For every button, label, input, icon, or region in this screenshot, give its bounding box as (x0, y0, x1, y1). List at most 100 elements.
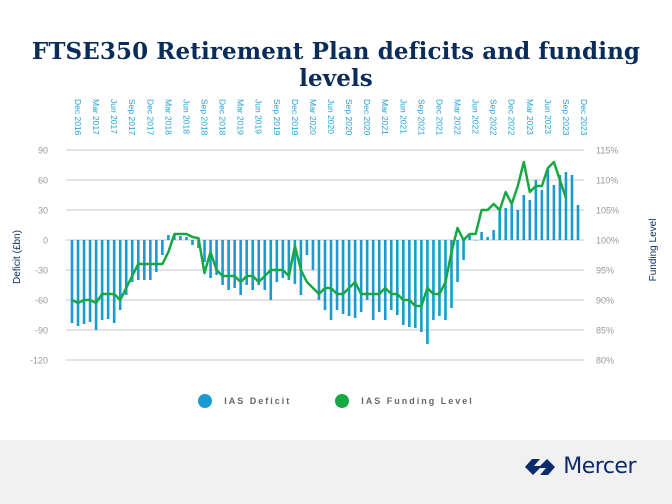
deficit-bar (100, 240, 104, 320)
deficit-bar (94, 240, 98, 330)
x-tick-label: Mar 2020 (308, 99, 318, 135)
x-tick-label: Mar 2021 (380, 99, 390, 135)
x-tick-label: Mar 2022 (453, 99, 463, 135)
deficit-bar (383, 240, 387, 320)
y-tick-label: -60 (35, 296, 48, 306)
deficit-bar (528, 200, 532, 240)
deficit-bar (395, 240, 399, 315)
y-tick-label: -90 (35, 326, 48, 336)
footer: Mercer (0, 440, 672, 504)
deficit-bar (191, 240, 194, 245)
x-tick-label: Dec 2018 (218, 99, 228, 136)
x-tick-label: Jun 2022 (471, 99, 481, 134)
right-axis-ticks: 115% 110% 105% 100% 95% 90% 85% 80% (596, 146, 619, 366)
y2-tick-label: 110% (596, 176, 618, 186)
deficit-bar (426, 240, 429, 344)
x-tick-label: Jun 2017 (109, 99, 119, 134)
x-tick-label: Mar 2023 (525, 99, 535, 135)
legend-swatch-funding (335, 394, 350, 408)
deficit-bar (263, 240, 267, 290)
deficit-bar (570, 175, 574, 240)
deficit-bar (341, 240, 345, 314)
x-tick-label: Sep 2022 (489, 99, 499, 136)
x-tick-label: Sep 2023 (561, 99, 571, 136)
funding-level-line (71, 160, 568, 308)
y-tick-label: -120 (30, 356, 48, 366)
chart-title: FTSE350 Retirement Plan deficits and fun… (31, 38, 641, 92)
deficit-bar (179, 236, 182, 240)
deficit-bar (456, 240, 459, 282)
deficit-bar (142, 240, 146, 280)
deficit-bar (215, 240, 218, 275)
deficit-bar (389, 240, 393, 310)
x-tick-label: Dec 2016 (73, 99, 83, 136)
deficit-bar (450, 240, 453, 308)
legend-item-funding: IAS Funding Level (335, 394, 474, 408)
x-tick-label: Jun 2019 (254, 99, 264, 134)
legend-item-deficit: IAS Deficit (198, 394, 291, 408)
deficit-bar (432, 240, 435, 320)
deficit-bar (287, 240, 291, 280)
mercer-brand-name: Mercer (563, 454, 636, 479)
grid (66, 149, 584, 361)
left-axis-ticks: 90 60 30 0 -30 -60 -90 -120 (30, 146, 48, 366)
deficit-bar (564, 172, 568, 240)
x-tick-label: Dec 2023 (579, 99, 589, 136)
deficit-bar (510, 205, 514, 240)
deficit-bar (329, 240, 333, 320)
x-tick-label: Dec 2021 (434, 99, 444, 136)
y2-tick-label: 90% (596, 296, 614, 306)
deficit-bar (167, 235, 170, 240)
x-tick-label: Jun 2018 (181, 99, 191, 134)
deficit-bar (251, 240, 255, 290)
deficit-bar (311, 240, 315, 270)
y2-tick-label: 85% (596, 326, 614, 336)
deficit-bar (149, 240, 152, 280)
y-axis-label: Deficit (£bn) (12, 230, 23, 284)
x-tick-label: Dec 2017 (145, 99, 155, 136)
deficit-bar (522, 195, 526, 240)
deficit-bar (118, 240, 122, 310)
y-tick-label: 90 (38, 146, 48, 156)
x-tick-label: Dec 2022 (507, 99, 517, 136)
deficit-bar (203, 240, 206, 262)
deficit-bar (371, 240, 375, 320)
y2-tick-label: 95% (596, 266, 614, 276)
deficit-bar (124, 240, 128, 295)
deficit-bar (257, 240, 261, 285)
y2-tick-label: 115% (596, 146, 618, 156)
y2-tick-label: 105% (596, 206, 619, 216)
y2-axis-label: Funding Level (648, 219, 659, 282)
deficit-bar (576, 205, 580, 240)
deficit-bar (293, 240, 297, 284)
deficit-bar (155, 240, 158, 272)
deficit-bar (335, 240, 339, 310)
deficit-bar (82, 240, 86, 324)
deficit-bar (504, 208, 508, 240)
x-tick-label: Jun 2023 (543, 99, 553, 134)
x-tick-label: Sep 2017 (127, 99, 137, 136)
y-tick-label: -30 (35, 266, 48, 276)
deficit-bar (221, 240, 224, 285)
deficit-bar (281, 240, 285, 278)
x-tick-label: Mar 2017 (91, 99, 101, 135)
y2-tick-label: 100% (596, 236, 619, 246)
deficit-bar (353, 240, 357, 318)
legend-label-deficit: IAS Deficit (224, 396, 292, 406)
deficit-bar (480, 232, 483, 240)
legend: IAS Deficit IAS Funding Level (0, 394, 672, 408)
mercer-logo: Mercer (523, 454, 636, 479)
deficit-bar (498, 210, 501, 240)
deficit-bar (347, 240, 351, 316)
deficit-bar (76, 240, 80, 326)
deficit-bar (239, 240, 242, 295)
legend-label-funding: IAS Funding Level (361, 396, 474, 406)
deficit-bar (486, 237, 489, 240)
deficit-bar (462, 240, 465, 260)
deficit-bar (534, 180, 538, 240)
y-tick-label: 30 (38, 206, 48, 216)
funding-line (71, 160, 568, 308)
deficit-bar (112, 240, 116, 323)
deficit-bar (275, 240, 279, 282)
chart: 90 60 30 0 -30 -60 -90 -120 115% 110% 105% 100% 95%… (12, 99, 659, 366)
